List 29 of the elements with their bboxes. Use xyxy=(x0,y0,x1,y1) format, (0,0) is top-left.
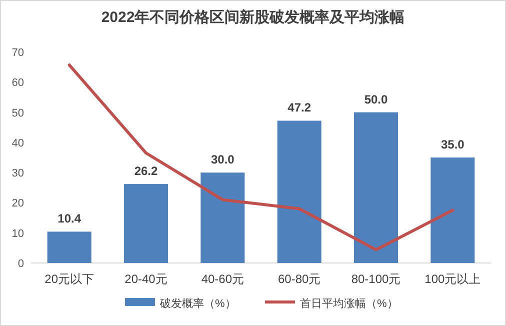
y-tick-label: 50 xyxy=(12,107,24,120)
data-label: 47.2 xyxy=(288,100,312,115)
x-tick-label: 80-100元 xyxy=(351,272,401,286)
data-label: 30.0 xyxy=(210,152,235,167)
bar xyxy=(354,112,398,263)
x-tick-label: 60-80元 xyxy=(278,272,321,286)
y-tick-label: 30 xyxy=(12,168,24,180)
bar xyxy=(277,120,322,263)
y-tick-label: 0 xyxy=(18,258,24,270)
data-label: 50.0 xyxy=(364,92,388,106)
bar xyxy=(200,172,245,263)
chart-title: 2022年不同价格区间新股破发概率及平均涨幅 xyxy=(101,8,405,26)
data-label: 26.2 xyxy=(134,164,158,178)
x-tick-label: 100元以上 xyxy=(424,272,481,286)
bar xyxy=(124,184,168,263)
y-tick-label: 40 xyxy=(12,137,24,150)
y-tick-label: 60 xyxy=(12,77,24,90)
x-tick-label: 20元以下 xyxy=(44,272,94,286)
bar xyxy=(430,158,475,263)
legend-label: 破发概率（%） xyxy=(159,297,236,310)
data-label: 10.4 xyxy=(58,212,82,226)
legend-label: 首日平均涨幅（%） xyxy=(300,298,398,310)
x-tick-label: 20-40元 xyxy=(124,272,168,286)
y-tick-label: 10 xyxy=(12,228,24,240)
y-tick-label: 70 xyxy=(12,47,24,59)
data-label: 35.0 xyxy=(440,138,465,152)
y-tick-label: 20 xyxy=(12,198,24,210)
x-tick-label: 40-60元 xyxy=(201,272,244,286)
bar xyxy=(47,232,92,263)
